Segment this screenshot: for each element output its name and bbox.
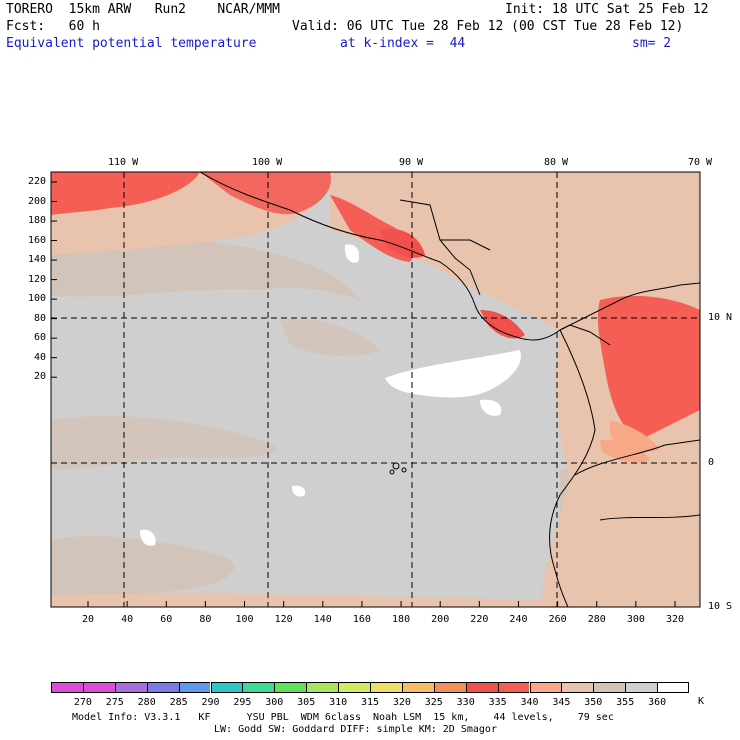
x-tick-label: 20 [81, 614, 95, 625]
lon-label-90w: 90 W [399, 157, 424, 168]
y-tick-label: 20 [33, 371, 46, 383]
level-index: at k-index = 44 [340, 36, 466, 51]
valid-time: Valid: 06 UTC Tue 28 Feb 12 (00 CST Tue … [292, 19, 684, 34]
colorbar-label: 285 [169, 697, 188, 708]
shaded-field [51, 172, 700, 607]
x-axis-ticks [87, 601, 676, 607]
colorbar-swatch [561, 682, 594, 693]
colorbar-swatch [657, 682, 689, 693]
colorbar-label: 295 [233, 697, 252, 708]
colorbar-swatch [465, 682, 498, 693]
x-tick-label: 100 [235, 614, 254, 625]
colorbar-swatch [51, 682, 83, 693]
colorbar-swatch [82, 682, 115, 693]
colorbar-swatch [338, 682, 370, 693]
x-tick-label: 160 [352, 614, 371, 625]
colorbar-label: 290 [201, 697, 220, 708]
colorbar-label: 305 [297, 697, 316, 708]
colorbar-label: 310 [329, 697, 348, 708]
x-tick-label: 120 [274, 614, 293, 625]
colorbar-label: 315 [360, 697, 380, 708]
y-tick-label: 180 [27, 215, 46, 227]
x-tick-label: 180 [392, 614, 411, 625]
colorbar-swatch [274, 682, 307, 693]
colorbar-swatch [242, 682, 275, 693]
x-tick-label: 200 [431, 614, 450, 625]
smoothing-value: sm= 2 [632, 36, 672, 51]
colorbar-label: 320 [392, 697, 411, 708]
y-tick-label: 120 [27, 273, 46, 285]
y-tick-label: 220 [27, 176, 46, 187]
x-tick-label: 300 [626, 614, 645, 625]
colorbar-label: 325 [424, 697, 443, 708]
map-frame [50, 171, 701, 608]
lon-label-100w: 100 W [252, 157, 283, 168]
colorbar-label: 335 [488, 697, 507, 708]
colorbar-swatch [625, 682, 658, 693]
colorbar-label: 340 [520, 697, 539, 708]
y-tick-label: 200 [27, 195, 46, 207]
lon-label-80w: 80 W [544, 157, 569, 168]
colorbar-swatch [210, 682, 243, 693]
colorbar-label: 300 [265, 697, 284, 708]
colorbar-label: 355 [616, 697, 635, 708]
coastlines [199, 172, 700, 607]
colorbar-label: 345 [552, 697, 571, 708]
colorbar-swatch [401, 682, 434, 693]
theta-e-map [50, 171, 701, 608]
model-info: Model Info: V3.3.1 KF YSU PBL WDM 6class… [72, 712, 614, 723]
colorbar-label: 330 [456, 697, 475, 708]
colorbar-unit: K [698, 696, 705, 707]
colorbar-swatch [146, 682, 179, 693]
init-time: Init: 18 UTC Sat 25 Feb 12 [505, 2, 709, 17]
colorbar-swatch [593, 682, 626, 693]
colorbar-label: 275 [105, 697, 124, 708]
colorbar-swatch [497, 682, 530, 693]
y-tick-label: 40 [33, 351, 46, 363]
y-tick-label: 160 [27, 234, 46, 246]
colorbar-swatch [114, 682, 147, 693]
graticule [51, 172, 700, 607]
lon-label-110w: 110 W [108, 157, 139, 168]
x-tick-label: 240 [509, 614, 528, 625]
colorbar-label: 280 [137, 697, 156, 708]
x-tick-label: 140 [313, 614, 332, 625]
y-tick-label: 60 [33, 332, 46, 344]
model-title: TORERO 15km ARW Run2 NCAR/MMM [6, 2, 280, 17]
forecast-hour: Fcst: 60 h [6, 19, 100, 34]
lat-label-0: 0 [708, 457, 715, 468]
colorbar-label: 270 [73, 697, 92, 708]
lat-label-10s: 10 S [708, 601, 733, 612]
colorbar-swatch [306, 682, 339, 693]
x-tick-label: 80 [199, 614, 212, 625]
physics-info: LW: Godd SW: Goddard DIFF: simple KM: 2D… [214, 724, 497, 735]
y-tick-label: 100 [27, 293, 46, 305]
y-tick-label: 140 [27, 254, 46, 266]
x-tick-label: 260 [548, 614, 567, 625]
field-name: Equivalent potential temperature [6, 36, 257, 51]
colorbar-swatch [433, 682, 466, 693]
colorbar-swatch [178, 682, 211, 693]
colorbar-swatch [370, 682, 402, 693]
y-tick-label: 80 [33, 312, 46, 324]
colorbar-label: 360 [648, 697, 667, 708]
x-tick-label: 280 [587, 614, 606, 625]
x-tick-label: 220 [470, 614, 489, 625]
colorbar-label: 350 [584, 697, 603, 708]
lat-label-10n: 10 N [708, 312, 733, 323]
x-tick-label: 60 [160, 614, 173, 625]
colorbar-swatch [529, 682, 562, 693]
x-tick-label: 40 [121, 614, 134, 625]
x-tick-label: 320 [665, 614, 685, 625]
lon-label-70w: 70 W [688, 157, 713, 168]
y-axis-ticks [51, 181, 57, 378]
